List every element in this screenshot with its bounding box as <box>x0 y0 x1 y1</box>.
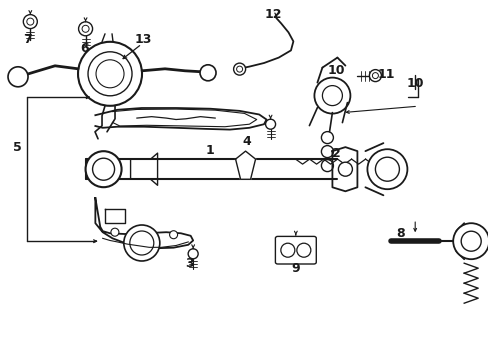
Ellipse shape <box>8 67 28 87</box>
Polygon shape <box>332 147 357 191</box>
Text: 2: 2 <box>331 147 340 159</box>
Ellipse shape <box>123 225 160 261</box>
Ellipse shape <box>366 149 407 189</box>
Text: 10: 10 <box>406 77 424 90</box>
Polygon shape <box>130 153 157 185</box>
Text: 8: 8 <box>396 227 405 240</box>
Ellipse shape <box>452 223 488 259</box>
Ellipse shape <box>169 231 177 239</box>
Ellipse shape <box>321 132 333 144</box>
Text: 5: 5 <box>13 141 21 154</box>
Ellipse shape <box>321 159 333 172</box>
Text: 13: 13 <box>134 33 151 46</box>
Polygon shape <box>235 151 255 179</box>
Ellipse shape <box>314 78 350 114</box>
Ellipse shape <box>23 15 37 28</box>
Ellipse shape <box>296 243 310 257</box>
Ellipse shape <box>280 243 294 257</box>
Ellipse shape <box>321 145 333 158</box>
Text: 6: 6 <box>80 42 88 55</box>
Text: 1: 1 <box>205 144 214 157</box>
Text: 12: 12 <box>264 8 281 21</box>
Text: 9: 9 <box>291 262 300 275</box>
Polygon shape <box>95 108 266 130</box>
Text: 4: 4 <box>242 135 251 148</box>
Text: 3: 3 <box>185 257 194 270</box>
Ellipse shape <box>111 228 119 236</box>
Ellipse shape <box>233 63 245 75</box>
Ellipse shape <box>85 151 122 187</box>
Ellipse shape <box>265 119 275 129</box>
Ellipse shape <box>338 162 352 176</box>
Ellipse shape <box>368 69 381 82</box>
Polygon shape <box>95 198 193 248</box>
Ellipse shape <box>78 42 142 106</box>
FancyBboxPatch shape <box>275 237 316 264</box>
Polygon shape <box>85 159 337 179</box>
Ellipse shape <box>79 22 92 36</box>
Text: 10: 10 <box>326 64 344 77</box>
Text: 7: 7 <box>23 33 32 46</box>
Ellipse shape <box>200 65 216 81</box>
Text: 11: 11 <box>377 68 394 81</box>
Ellipse shape <box>188 249 198 259</box>
Polygon shape <box>105 209 124 223</box>
